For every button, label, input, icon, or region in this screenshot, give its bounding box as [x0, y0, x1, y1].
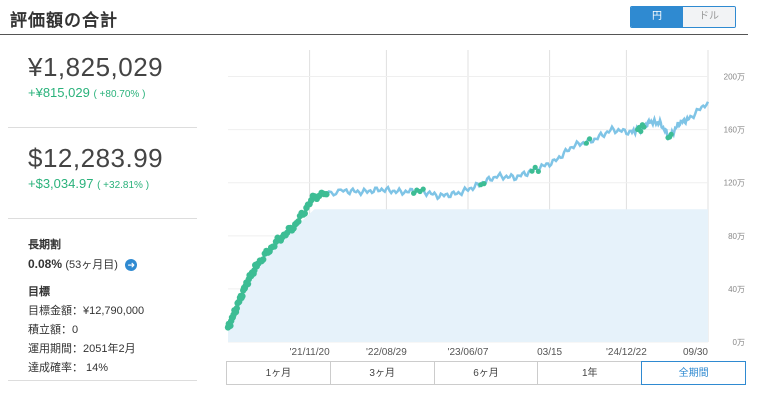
- usd-value: $12,283.99: [28, 143, 164, 173]
- chart-marker: [244, 280, 252, 288]
- long-term-label: 長期割: [28, 239, 61, 251]
- usd-gain: +$3,034.97 ( +32.81% ): [28, 176, 197, 191]
- dollar-button[interactable]: ドル: [683, 7, 735, 27]
- y-tick-label: 0万: [733, 338, 745, 347]
- x-tick-label: '24/12/22: [606, 347, 647, 358]
- long-term-rate: 0.08%: [28, 257, 63, 271]
- goal-probability: 達成確率： 14%: [28, 362, 109, 374]
- long-term-value: 0.08% (53ヶ月目) ➜: [28, 256, 217, 272]
- chart-marker: [641, 124, 647, 130]
- chart-marker: [227, 322, 234, 329]
- chart-marker: [239, 292, 246, 300]
- x-tick-label: '22/08/29: [366, 347, 407, 358]
- goal-label: 目標: [28, 286, 50, 298]
- x-tick-label: 09/30: [683, 347, 708, 358]
- chart-marker: [668, 131, 674, 137]
- chart-marker: [529, 168, 535, 174]
- arrow-right-circle-icon[interactable]: ➜: [125, 258, 138, 271]
- chart-marker: [323, 191, 330, 198]
- y-tick-label: 120万: [724, 179, 745, 188]
- usd-summary: $12,283.99 +$3,034.97 ( +32.81% ): [8, 143, 197, 191]
- principal-area: [228, 209, 708, 342]
- yen-gain: +¥815,029 ( +80.70% ): [28, 85, 197, 100]
- y-tick-label: 40万: [728, 285, 745, 294]
- divider: [8, 218, 197, 219]
- yen-summary: ¥1,825,029 +¥815,029 ( +80.70% ): [8, 52, 197, 100]
- chart-marker: [481, 181, 487, 187]
- chart-marker: [638, 128, 644, 134]
- period-6-months[interactable]: 6ヶ月: [433, 361, 539, 385]
- chart-marker: [301, 210, 308, 217]
- header: 評価額の合計 円 ドル: [0, 0, 748, 35]
- y-tick-label: 80万: [728, 232, 745, 241]
- currency-toggle[interactable]: 円 ドル: [630, 6, 736, 28]
- y-tick-label: 160万: [724, 126, 745, 135]
- long-term-months: (53ヶ月目): [65, 259, 118, 271]
- chart-marker: [411, 190, 417, 196]
- valuation-chart: '21/11/20 '22/08/29 '23/06/07 03/15 '24/12/2…: [224, 50, 745, 358]
- period-all[interactable]: 全期間: [641, 361, 746, 385]
- yen-gain-pct: ( +80.70% ): [93, 89, 146, 100]
- usd-gain-amount: +$3,034.97: [28, 176, 94, 191]
- chart-marker: [587, 136, 593, 142]
- divider: [8, 380, 197, 381]
- chart-marker: [535, 168, 541, 175]
- x-tick-label: '23/06/07: [448, 347, 489, 358]
- goal-target: 目標金額：¥12,790,000: [28, 305, 145, 317]
- long-term-section: 長期割 0.08% (53ヶ月目) ➜: [8, 236, 217, 272]
- yen-button[interactable]: 円: [631, 7, 683, 27]
- x-tick-label: '21/11/20: [290, 347, 331, 358]
- period-3-months[interactable]: 3ヶ月: [329, 361, 435, 385]
- yen-gain-amount: +¥815,029: [28, 85, 90, 100]
- goal-section: 目標 目標金額：¥12,790,000 積立額：0 運用期間：2051年2月 達…: [8, 283, 217, 375]
- period-selector[interactable]: 1ヶ月 3ヶ月 6ヶ月 1年 全期間: [226, 361, 746, 385]
- page-title: 評価額の合計: [10, 11, 118, 30]
- chart-marker: [233, 305, 240, 312]
- goal-contribution: 積立額：0: [28, 324, 79, 336]
- divider: [8, 127, 197, 128]
- chart-marker: [260, 256, 267, 263]
- x-tick-label: 03/15: [537, 347, 562, 358]
- chart-marker: [532, 164, 538, 170]
- chart-marker: [295, 218, 302, 225]
- goal-period: 運用期間：2051年2月: [28, 343, 136, 355]
- y-tick-label: 200万: [724, 73, 745, 82]
- period-1-month[interactable]: 1ヶ月: [226, 361, 331, 385]
- yen-value: ¥1,825,029: [28, 52, 164, 82]
- usd-gain-pct: ( +32.81% ): [97, 180, 150, 191]
- chart-marker: [583, 140, 589, 146]
- period-1-year[interactable]: 1年: [537, 361, 643, 385]
- chart-marker: [420, 186, 426, 192]
